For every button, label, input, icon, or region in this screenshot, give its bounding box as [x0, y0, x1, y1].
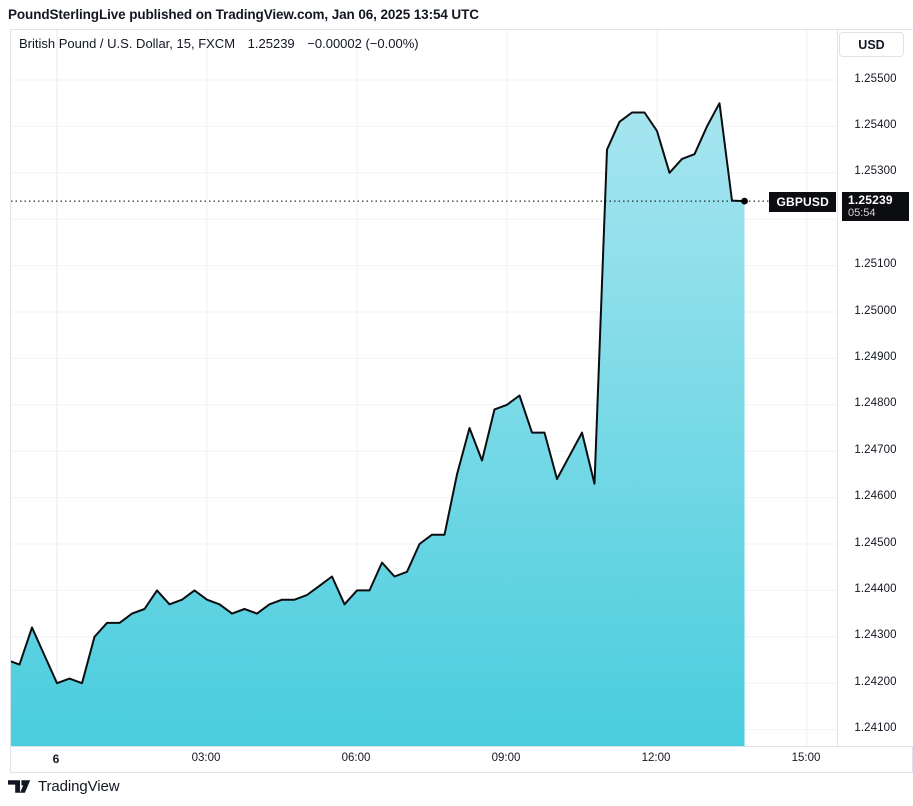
last-price-symbol-badge: GBPUSD — [769, 192, 836, 212]
price-tick-label: 1.25000 — [854, 304, 897, 317]
legend-symbol-title: British Pound / U.S. Dollar, 15, FXCM — [19, 36, 236, 51]
price-axis[interactable]: 1.25500 1.25400 1.25300 1.25100 1.25000 1.249… — [837, 30, 913, 746]
last-price-axis-badge: 1.25239 05:54 — [842, 192, 909, 221]
currency-toggle-label: USD — [858, 37, 885, 52]
tradingview-logo-icon — [8, 780, 31, 793]
tradingview-attribution-link[interactable]: TradingView — [8, 778, 120, 795]
price-chart-plot[interactable] — [11, 30, 837, 746]
bar-countdown: 05:54 — [848, 207, 876, 219]
price-tick-label: 1.25300 — [854, 165, 897, 178]
price-tick-label: 1.24900 — [854, 350, 897, 363]
price-tick-label: 1.24500 — [854, 536, 897, 549]
tradingview-brand-text: TradingView — [38, 778, 120, 795]
time-tick-label: 06:00 — [341, 752, 371, 764]
time-tick-label: 12:00 — [641, 752, 671, 764]
price-tick-label: 1.24100 — [854, 722, 897, 735]
currency-toggle-button[interactable]: USD — [839, 32, 904, 57]
price-tick-label: 1.24700 — [854, 443, 897, 456]
price-tick-label: 1.25100 — [854, 258, 897, 271]
price-tick-label: 1.25500 — [854, 72, 897, 85]
price-tick-label: 1.24400 — [854, 582, 897, 595]
price-tick-label: 1.24200 — [854, 675, 897, 688]
time-tick-label: 15:00 — [791, 752, 821, 764]
attribution-text: PoundSterlingLive published on TradingVi… — [8, 7, 479, 22]
time-tick-label: 09:00 — [491, 752, 521, 764]
last-price-value: 1.25239 — [848, 193, 893, 207]
chart-widget: British Pound / U.S. Dollar, 15, FXCM 1.… — [10, 29, 913, 773]
area-fill — [11, 103, 745, 746]
legend-change: −0.00002 (−0.00%) — [307, 36, 419, 51]
price-tick-label: 1.24800 — [854, 397, 897, 410]
time-tick-label: 03:00 — [191, 752, 221, 764]
chart-legend: British Pound / U.S. Dollar, 15, FXCM 1.… — [19, 36, 419, 51]
price-tick-label: 1.24300 — [854, 629, 897, 642]
price-tick-label: 1.25400 — [854, 118, 897, 131]
last-price-dot — [741, 197, 748, 205]
time-tick-label: 6 — [52, 752, 60, 766]
price-tick-label: 1.24600 — [854, 490, 897, 503]
legend-last-price: 1.25239 — [247, 36, 295, 51]
time-axis[interactable]: 6 03:00 06:00 09:00 12:00 15:00 — [11, 746, 912, 772]
price-line — [11, 102, 746, 685]
